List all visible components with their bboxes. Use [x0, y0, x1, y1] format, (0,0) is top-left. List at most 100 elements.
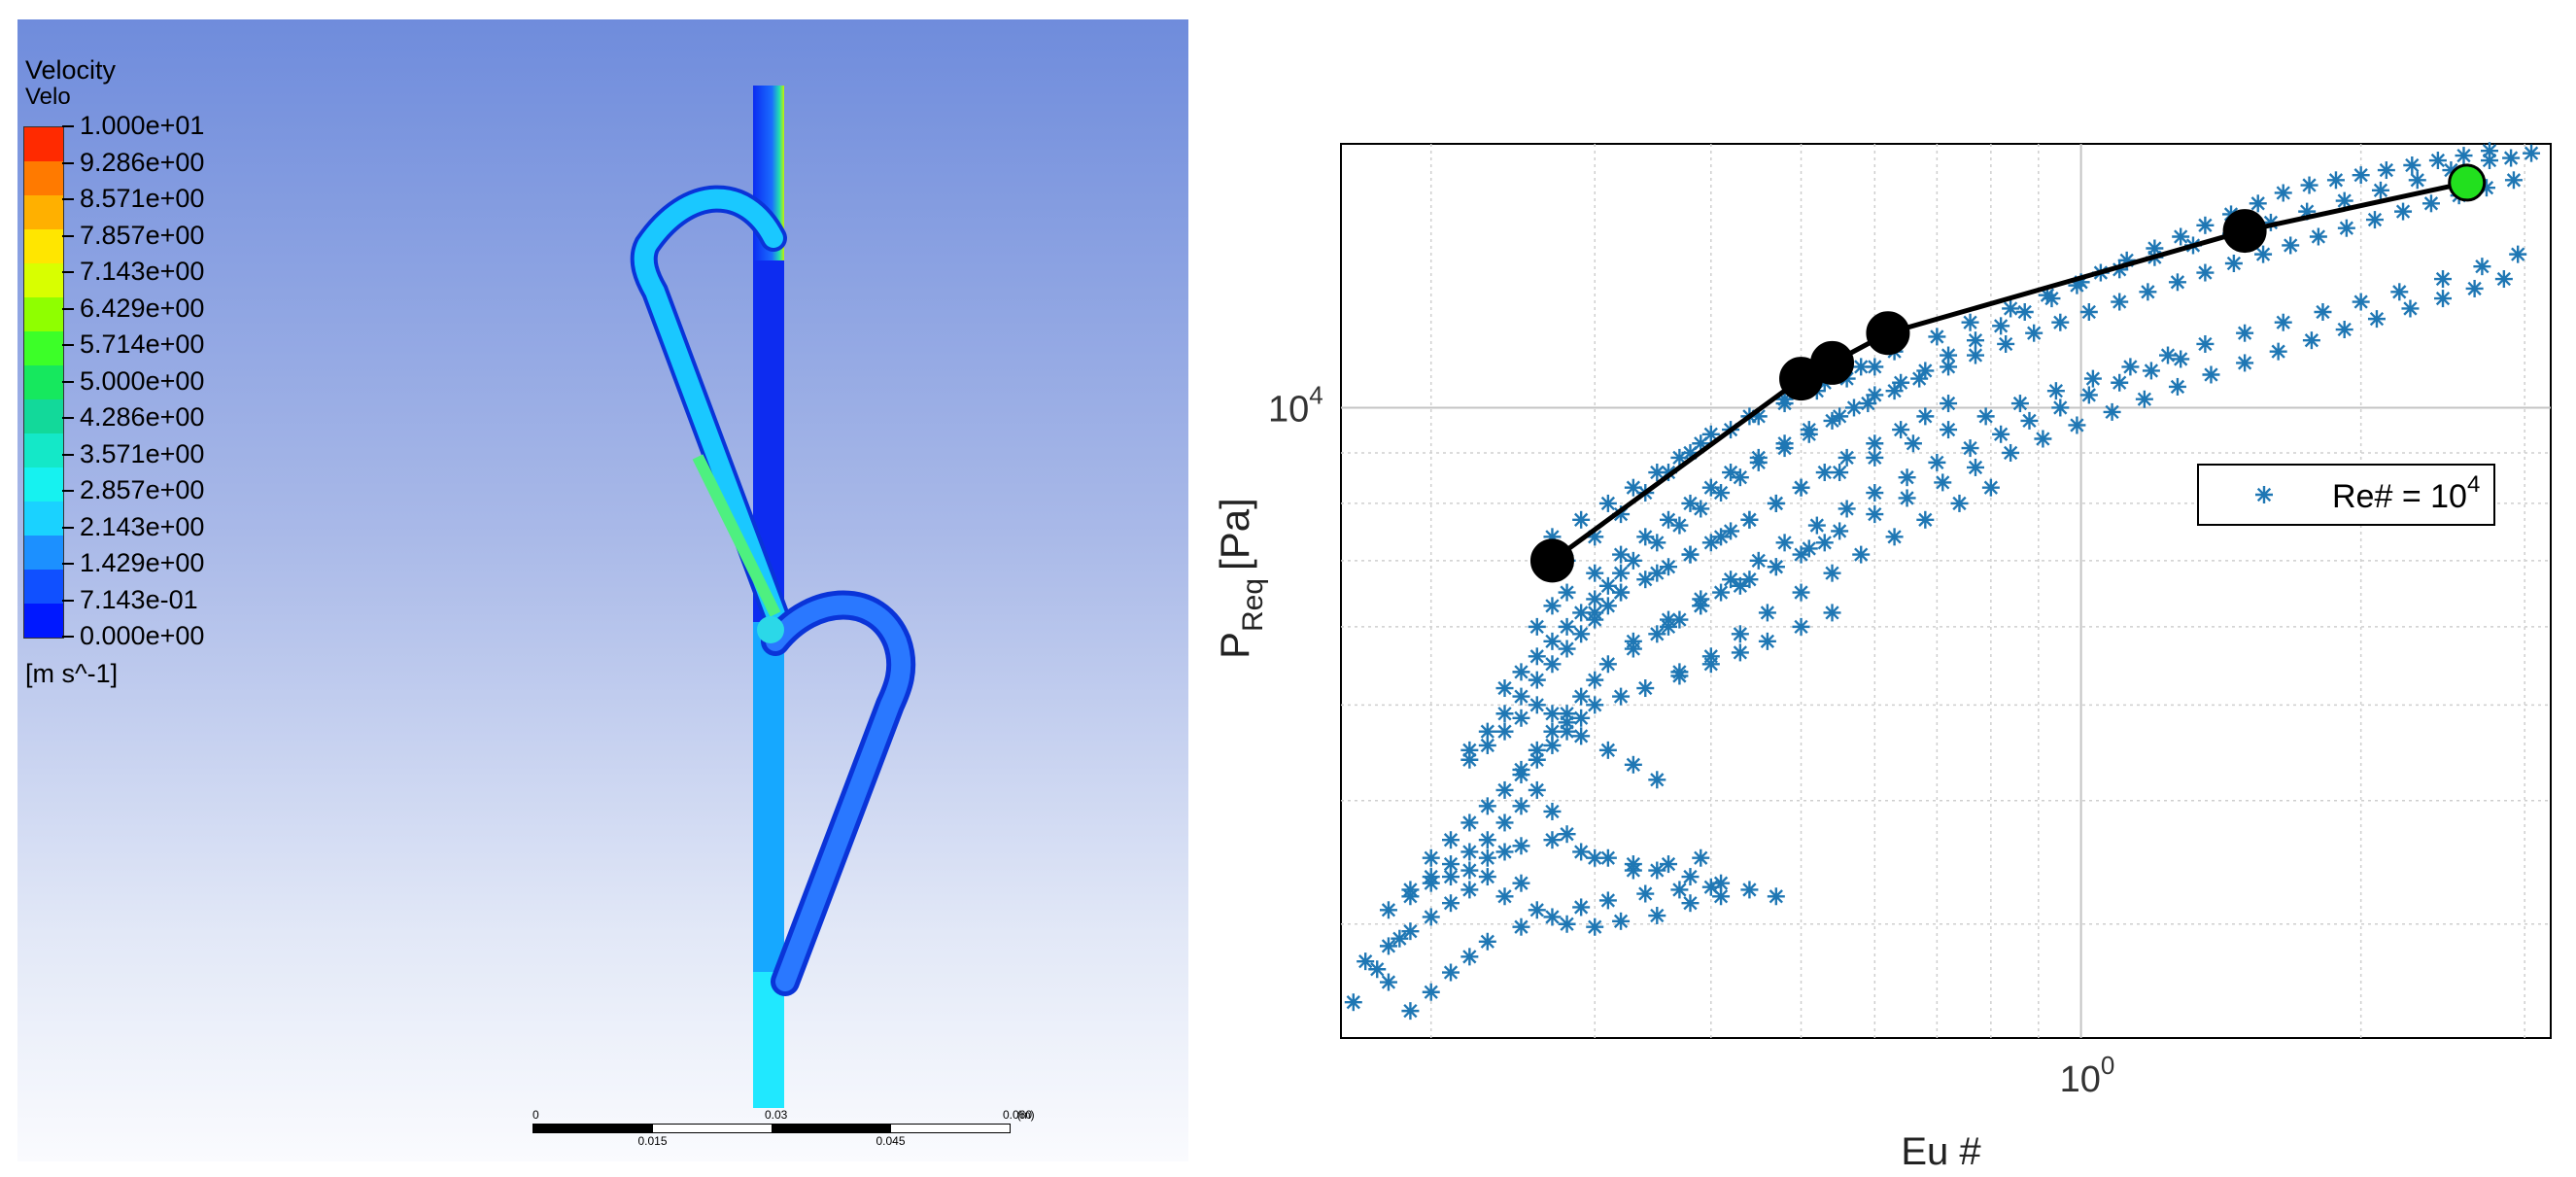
scatter-point [2394, 202, 2413, 221]
asterisk-stroke [1968, 460, 1983, 475]
scatter-point [1598, 576, 1617, 595]
scatter-point [1838, 448, 1856, 467]
scatter-point [1712, 583, 1731, 602]
asterisk-stroke [1893, 422, 1908, 437]
scatter-point [1442, 894, 1460, 913]
scatter-point [2309, 227, 2327, 246]
asterisk-stroke [1703, 649, 1718, 664]
asterisk-stroke [1802, 422, 1816, 437]
asterisk-stroke [2081, 388, 2096, 402]
asterisk-stroke [1574, 512, 1589, 527]
asterisk-stroke [1392, 931, 1407, 946]
scatter-point [1670, 516, 1689, 535]
asterisk-stroke [1650, 908, 1665, 923]
asterisk-stroke [1574, 710, 1589, 725]
fit-marker [1529, 538, 1574, 583]
scatter-point [1712, 887, 1731, 906]
scatter-point [1660, 510, 1678, 529]
scatter-point [1966, 346, 1984, 364]
colorbar-tick [62, 234, 74, 237]
asterisk-stroke [1403, 889, 1418, 904]
asterisk-stroke [2198, 265, 2213, 280]
asterisk-stroke [2475, 260, 2490, 274]
scatter-point [1572, 898, 1591, 917]
scatter-point [1572, 843, 1591, 861]
asterisk-stroke [1733, 578, 1748, 593]
scatter-point [1495, 814, 1514, 832]
colorbar-segment [24, 161, 63, 195]
asterisk-stroke [1868, 436, 1882, 451]
asterisk-stroke [2367, 212, 2383, 227]
scatter-point [2172, 350, 2190, 368]
asterisk-stroke [1993, 319, 2009, 333]
scatter-point [2365, 211, 2384, 229]
scatter-point [1422, 874, 1440, 892]
scatter-point [1722, 571, 1740, 589]
scatter-point [1478, 736, 1496, 754]
asterisk-stroke [1868, 360, 1882, 374]
asterisk-stroke [1545, 738, 1560, 753]
asterisk-stroke [2337, 193, 2352, 208]
asterisk-stroke [2339, 221, 2354, 235]
asterisk-stroke [1833, 524, 1847, 538]
asterisk-stroke [2506, 173, 2522, 188]
asterisk-stroke [2405, 157, 2420, 173]
scatter-point [1898, 489, 1916, 507]
asterisk-stroke [1560, 827, 1574, 842]
scatter-point [2196, 216, 2215, 234]
scatter-point [2403, 156, 2421, 175]
scatter-point [1624, 551, 1642, 570]
scatter-point [1558, 722, 1576, 741]
scatter-point [2002, 443, 2020, 462]
fit-line-series [1529, 163, 2487, 583]
asterisk-stroke [2027, 326, 2042, 340]
colorbar-tick [62, 417, 74, 419]
scatter-point [2051, 398, 2070, 417]
asterisk-stroke [1588, 606, 1602, 620]
asterisk-stroke [2070, 418, 2084, 433]
scatter-point [1636, 528, 1655, 546]
asterisk-stroke [2373, 183, 2388, 197]
asterisk-stroke [1560, 619, 1574, 635]
scatter-point [1950, 494, 1969, 512]
asterisk-stroke [1912, 371, 1927, 386]
scatter-point [2168, 377, 2186, 396]
colorbar-tick [62, 599, 74, 602]
asterisk-stroke [1574, 627, 1589, 641]
asterisk-stroke [1613, 914, 1629, 928]
scatter-point [1598, 655, 1617, 674]
asterisk-stroke [2444, 162, 2458, 178]
scatter-point [1807, 516, 1826, 535]
scatter-point [2434, 270, 2453, 289]
colorbar-level-label: 7.857e+00 [80, 220, 205, 250]
scatter-point [2254, 245, 2273, 263]
scatter-point [1528, 780, 1546, 799]
asterisk-stroke [1588, 566, 1602, 580]
asterisk-stroke [1370, 962, 1385, 977]
scatter-point [1831, 522, 1849, 540]
asterisk-stroke [1918, 363, 1933, 378]
asterisk-stroke [2369, 311, 2385, 327]
asterisk-stroke [1683, 896, 1698, 911]
scatter-point [1495, 780, 1514, 799]
scatter-point [2335, 191, 2353, 210]
scatter-point [1598, 494, 1617, 512]
asterisk-stroke [1968, 348, 1983, 363]
scatter-point [1731, 643, 1749, 662]
asterisk-stroke [1839, 502, 1854, 516]
asterisk-stroke [1683, 496, 1698, 511]
scatter-point [2504, 171, 2523, 190]
colorbar-level-label: 1.000e+01 [80, 111, 205, 140]
asterisk-stroke [1346, 995, 1360, 1010]
scatter-point [1379, 973, 1397, 991]
scatter-point [1460, 750, 1479, 769]
colorbar-tick [62, 380, 74, 383]
scatter-point [2302, 331, 2320, 350]
asterisk-stroke [1650, 773, 1665, 787]
scatter-point [1940, 358, 1958, 376]
scatter-point [1512, 917, 1530, 936]
asterisk-stroke [1480, 850, 1494, 865]
legend-label-exponent: 4 [2467, 471, 2480, 498]
scatter-point [1624, 640, 1642, 658]
scatter-point [2083, 369, 2102, 388]
